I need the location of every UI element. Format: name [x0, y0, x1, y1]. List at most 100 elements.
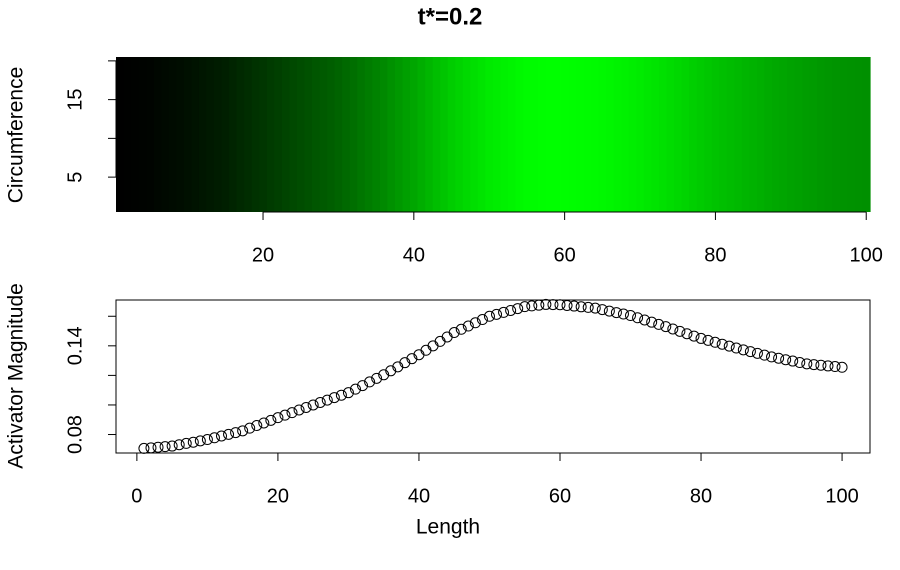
- point: [399, 357, 411, 369]
- point: [737, 344, 749, 356]
- point: [744, 346, 756, 358]
- point: [300, 401, 312, 413]
- heatmap-cell: [312, 57, 321, 212]
- point: [730, 342, 742, 354]
- heatmap-cell: [387, 57, 396, 212]
- heatmap-cell: [206, 57, 215, 212]
- heatmap-cell: [500, 57, 509, 212]
- point: [766, 351, 778, 363]
- heatmap-cell: [168, 57, 177, 212]
- heatmap-cell: [146, 57, 155, 212]
- heatmap-cell: [787, 57, 796, 212]
- heatmap-cell: [410, 57, 419, 212]
- point: [589, 302, 601, 314]
- y-axis-label: Activator Magnitude: [5, 283, 28, 469]
- heatmap-cell: [832, 57, 841, 212]
- point: [498, 306, 510, 318]
- heatmap-cell: [364, 57, 373, 212]
- point: [159, 441, 171, 453]
- heatmap-cell: [417, 57, 426, 212]
- heatmap-cell: [161, 57, 170, 212]
- point: [293, 404, 305, 416]
- heatmap-cell: [771, 57, 781, 212]
- heatmap-cell: [379, 57, 389, 212]
- point: [533, 299, 545, 311]
- point: [653, 318, 665, 330]
- point: [462, 320, 474, 332]
- heatmap-cell: [274, 57, 283, 212]
- point: [625, 310, 637, 322]
- point: [364, 376, 376, 388]
- point: [674, 325, 686, 337]
- x-tick-label: 60: [549, 485, 571, 507]
- heatmap-cell: [342, 57, 351, 212]
- y-tick-label: 0.14: [64, 326, 86, 365]
- heatmap-cell: [372, 57, 381, 212]
- heatmap-cell: [123, 57, 132, 212]
- point: [688, 330, 700, 342]
- heatmap-cell: [764, 57, 773, 212]
- point: [695, 332, 707, 344]
- heatmap-cell: [357, 57, 366, 212]
- point: [554, 299, 566, 311]
- point: [681, 328, 693, 340]
- point: [723, 340, 735, 352]
- heatmap-cell: [515, 57, 524, 212]
- point: [434, 335, 446, 347]
- x-tick-label: 80: [690, 485, 712, 507]
- point: [152, 441, 164, 453]
- heatmap-cell: [334, 57, 343, 212]
- heatmap-cell: [839, 57, 848, 212]
- x-tick-label: 20: [267, 485, 289, 507]
- x-tick-label: 20: [252, 244, 274, 266]
- heatmap-cell: [689, 57, 698, 212]
- heatmap-cell: [176, 57, 185, 212]
- heatmap-cell: [440, 57, 449, 212]
- point: [561, 299, 573, 311]
- point: [215, 430, 227, 442]
- heatmap-cell: [817, 57, 826, 212]
- heatmap-cell: [530, 57, 539, 212]
- point: [575, 301, 587, 313]
- heatmap-cell: [651, 57, 660, 212]
- heatmap-cell: [794, 57, 803, 212]
- x-tick-label: 60: [554, 244, 576, 266]
- heatmap-cell: [402, 57, 411, 212]
- point: [272, 412, 284, 424]
- heatmap-cell: [854, 57, 864, 212]
- heatmap-cell: [394, 57, 404, 212]
- heatmap-cell: [229, 57, 238, 212]
- point: [406, 353, 418, 365]
- x-tick-label: 80: [704, 244, 726, 266]
- point: [194, 435, 206, 447]
- point: [258, 417, 270, 429]
- point: [378, 369, 390, 381]
- point: [173, 439, 185, 451]
- heatmap-cell: [470, 57, 479, 212]
- heatmap-cell: [221, 57, 230, 212]
- x-tick-label: 0: [131, 485, 142, 507]
- point: [357, 380, 369, 392]
- heatmap-cell: [349, 57, 358, 212]
- point: [448, 327, 460, 339]
- heatmap-cell: [116, 57, 125, 212]
- heatmap-cell: [289, 57, 298, 212]
- y-axis-label: Circumference: [5, 67, 28, 204]
- heatmap-cell: [493, 57, 502, 212]
- heatmap-cell: [666, 57, 675, 212]
- point: [208, 432, 220, 444]
- plot-frame: [115, 299, 871, 454]
- heatmap-cell: [281, 57, 291, 212]
- heatmap-cell: [643, 57, 652, 212]
- heatmap-cell: [583, 57, 592, 212]
- x-tick-label: 40: [408, 485, 430, 507]
- heatmap-cell: [485, 57, 494, 212]
- point: [540, 298, 552, 310]
- point: [335, 389, 347, 401]
- point: [547, 299, 559, 311]
- heatmap-cell: [327, 57, 336, 212]
- y-tick-label: 0.08: [64, 415, 86, 454]
- heatmap-cell: [508, 57, 517, 212]
- point: [385, 365, 397, 377]
